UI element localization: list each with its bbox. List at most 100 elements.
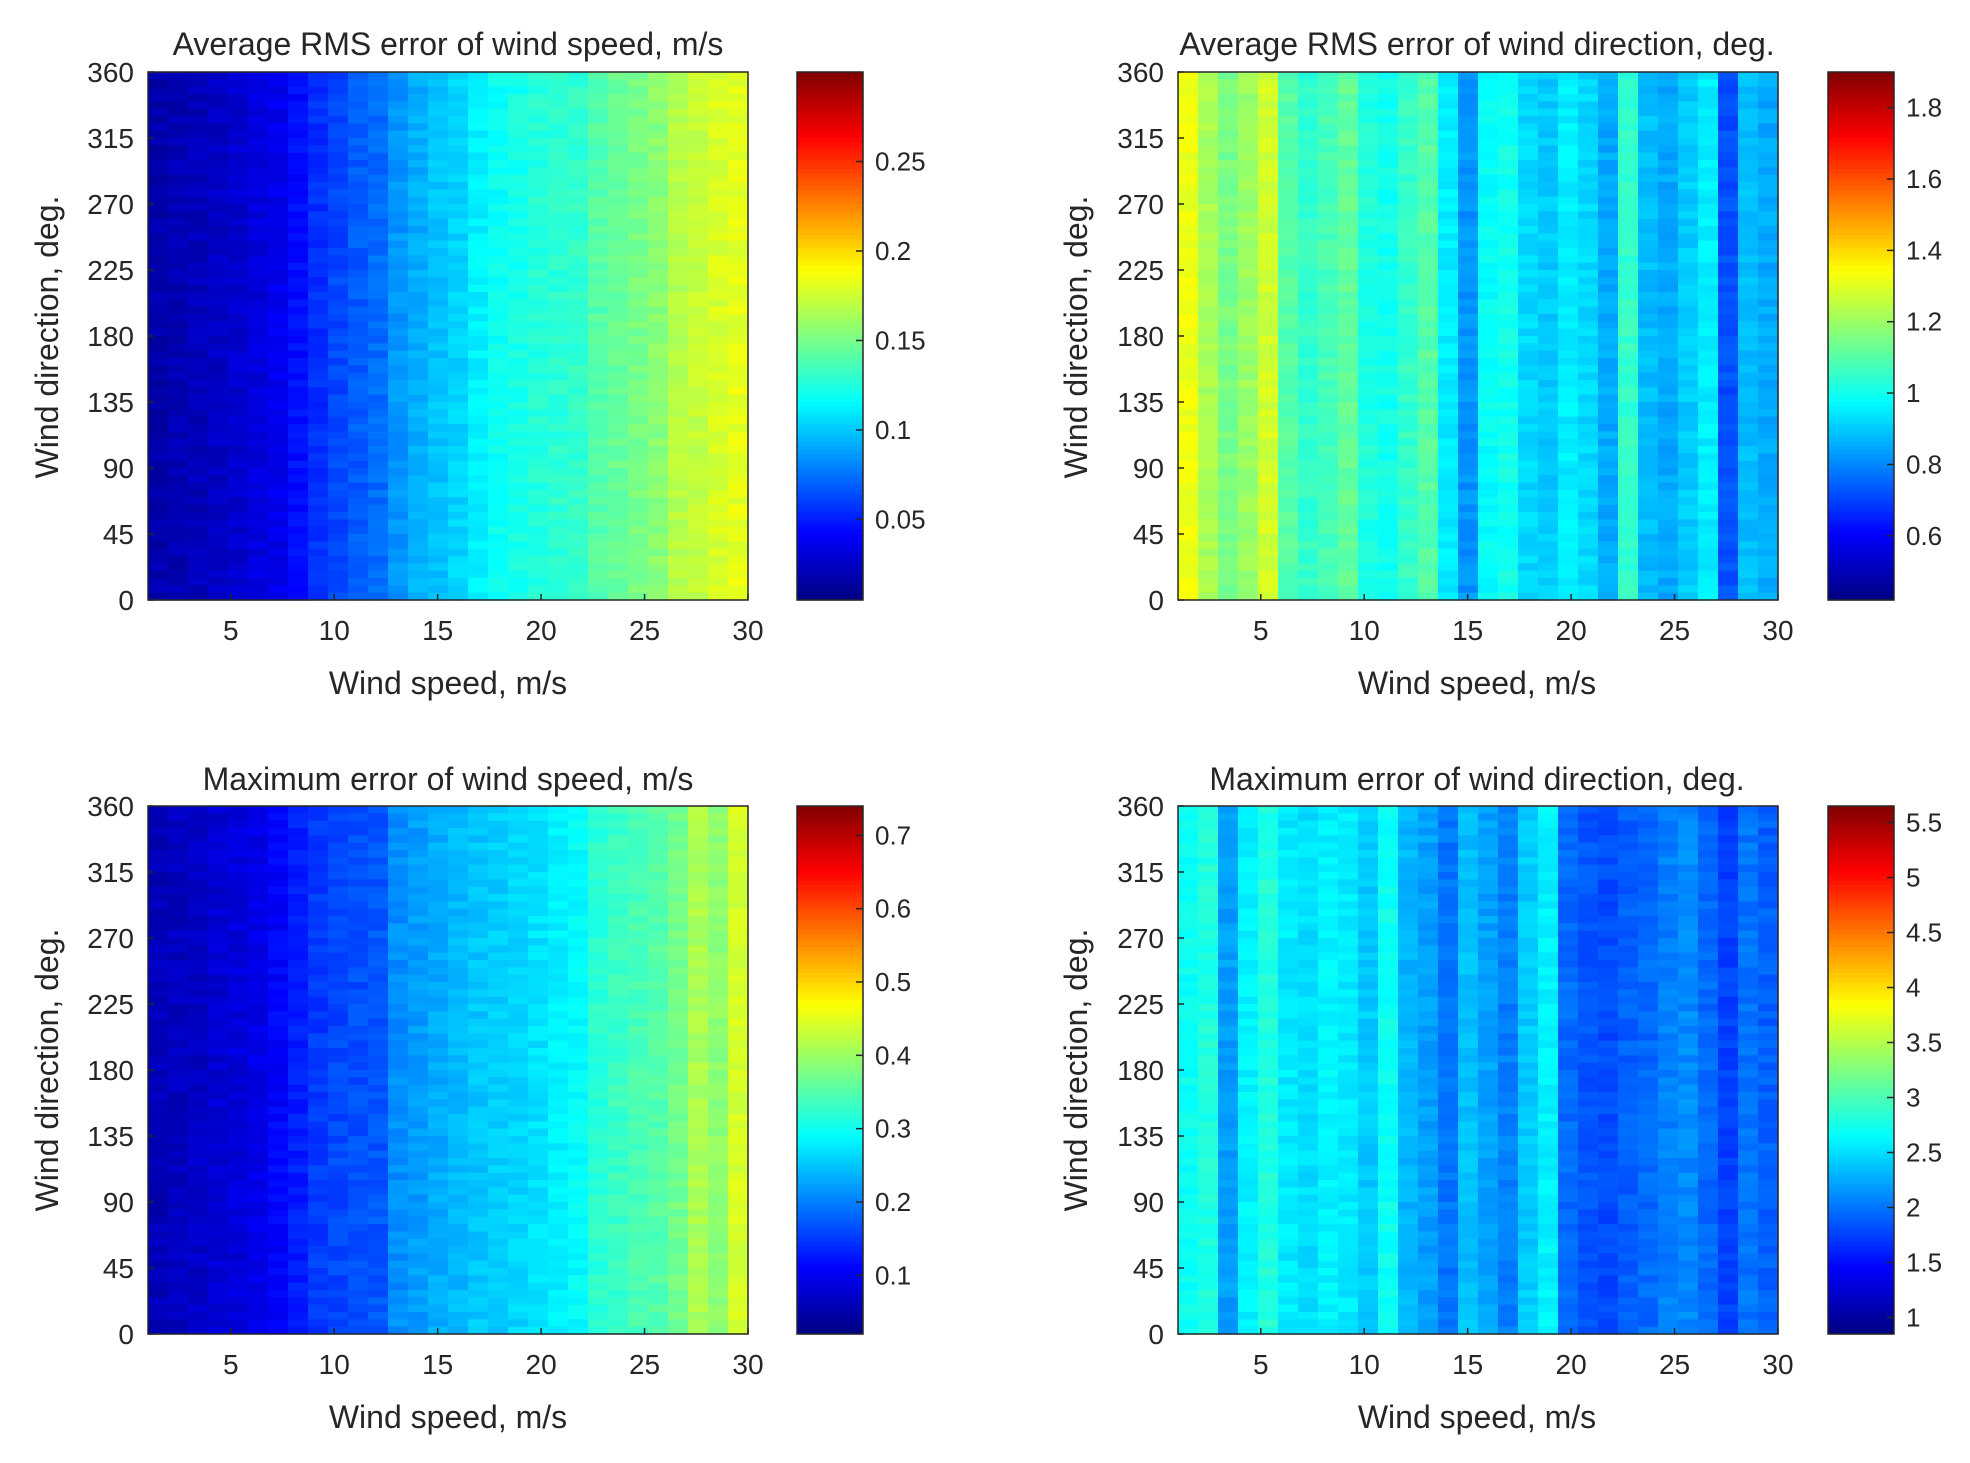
heatmap-cell	[1758, 211, 1779, 220]
heatmap-cell	[488, 255, 509, 264]
heatmap-cell	[1398, 306, 1419, 315]
heatmap-cell	[1738, 160, 1759, 168]
heatmap-cell	[168, 835, 189, 844]
heatmap-cell	[648, 548, 669, 557]
heatmap-cell	[1558, 548, 1579, 557]
heatmap-cell	[1438, 86, 1459, 95]
heatmap-cell	[448, 299, 469, 308]
heatmap-cell	[708, 94, 729, 102]
heatmap-cell	[248, 72, 269, 80]
heatmap-cell	[208, 446, 229, 454]
heatmap-cell	[548, 86, 569, 95]
heatmap-cell	[1738, 270, 1759, 278]
heatmap-cell	[1578, 262, 1599, 271]
heatmap-cell	[168, 468, 189, 476]
heatmap-cell	[668, 277, 689, 286]
heatmap-cell	[168, 570, 189, 579]
heatmap-cell	[1518, 548, 1539, 557]
heatmap-cell	[648, 174, 669, 183]
heatmap-cell	[188, 1011, 209, 1020]
heatmap-cell	[688, 138, 709, 146]
heatmap-cell	[548, 152, 569, 161]
heatmap-cell	[468, 108, 489, 117]
heatmap-cell	[428, 167, 449, 176]
heatmap-cell	[288, 108, 309, 117]
heatmap-cell	[1538, 299, 1559, 308]
heatmap-cell	[528, 94, 549, 102]
heatmap-cell	[708, 534, 729, 542]
heatmap-cell	[488, 262, 509, 271]
heatmap-cell	[248, 255, 269, 264]
heatmap-cell	[608, 182, 629, 190]
heatmap-cell	[1638, 431, 1659, 440]
heatmap-cell	[368, 240, 389, 249]
heatmap-cell	[1718, 174, 1739, 183]
heatmap-cell	[1338, 578, 1359, 586]
heatmap-cell	[608, 556, 629, 564]
heatmap-cell	[488, 336, 509, 344]
heatmap-cell	[148, 1018, 169, 1027]
heatmap-cell	[1238, 446, 1259, 454]
heatmap-cell	[328, 475, 349, 484]
heatmap-cell	[1458, 431, 1479, 440]
heatmap-cell	[1518, 512, 1539, 520]
heatmap-cell	[208, 196, 229, 205]
colorbar-frame	[1827, 71, 1895, 601]
heatmap-cell	[408, 116, 429, 124]
colorbar-tick-label: 1.2	[1906, 307, 1942, 337]
heatmap-cell	[188, 372, 209, 381]
heatmap-cell	[588, 108, 609, 117]
heatmap-cell	[668, 526, 689, 535]
heatmap-cell	[1478, 189, 1499, 198]
heatmap-cell	[208, 160, 229, 168]
heatmap-cell	[348, 211, 369, 220]
heatmap-cell	[688, 453, 709, 462]
heatmap-cell	[488, 138, 509, 146]
heatmap-cell	[1418, 108, 1439, 117]
heatmap-cell	[1218, 563, 1239, 572]
heatmap-cell	[468, 563, 489, 572]
heatmap-cell	[148, 174, 169, 183]
heatmap-cell	[1378, 130, 1399, 139]
heatmap-cell	[1278, 563, 1299, 572]
heatmap-cell	[1298, 218, 1319, 227]
heatmap-cell	[1498, 292, 1519, 300]
heatmap-cell	[368, 446, 389, 454]
heatmap-cell	[1418, 189, 1439, 198]
heatmap-cell	[1258, 189, 1279, 198]
heatmap-cell	[1578, 372, 1599, 381]
heatmap-cell	[1178, 189, 1199, 198]
heatmap-cell	[288, 72, 309, 80]
heatmap-cell	[1198, 196, 1219, 205]
heatmap-cell	[348, 116, 369, 124]
heatmap-cell	[208, 1004, 229, 1012]
heatmap-cell	[448, 438, 469, 447]
heatmap-cell	[1318, 541, 1339, 550]
colorbar-segment	[797, 490, 863, 495]
heatmap-cell	[1338, 497, 1359, 506]
heatmap-cell	[208, 490, 229, 498]
heatmap-cell	[248, 556, 269, 564]
heatmap-cell	[708, 255, 729, 264]
heatmap-cell	[1758, 314, 1779, 322]
heatmap-cell	[1478, 108, 1499, 117]
colorbar-tick-label: 0.15	[875, 325, 926, 355]
heatmap-cell	[1758, 453, 1779, 462]
heatmap-cell	[288, 570, 309, 579]
heatmap-cell	[708, 270, 729, 278]
heatmap-cell	[348, 86, 369, 95]
heatmap-column	[1178, 72, 1199, 601]
heatmap-cell	[588, 460, 609, 469]
colorbar-segment	[1828, 76, 1894, 82]
heatmap-column	[328, 72, 349, 601]
heatmap-cell	[468, 446, 489, 454]
heatmap-cell	[408, 182, 429, 190]
heatmap-cell	[668, 592, 689, 601]
heatmap-cell	[1378, 116, 1399, 124]
heatmap-cell	[1638, 72, 1659, 80]
heatmap-cell	[508, 108, 529, 117]
heatmap-cell	[408, 409, 429, 418]
heatmap-cell	[168, 86, 189, 95]
heatmap-cell	[1678, 292, 1699, 300]
heatmap-cell	[448, 292, 469, 300]
